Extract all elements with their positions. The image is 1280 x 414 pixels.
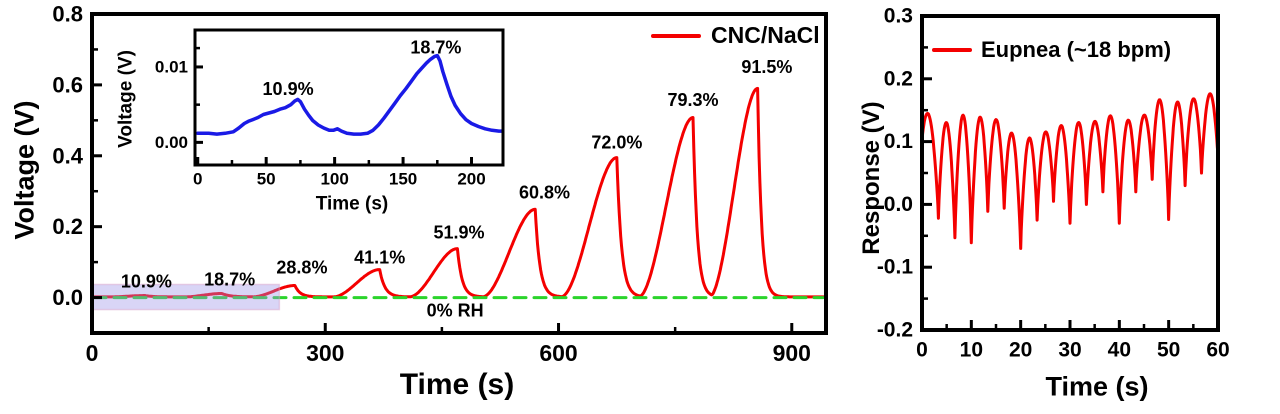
breathing-y-tick-label: -0.1 — [877, 256, 914, 279]
inset-annotation: 18.7% — [410, 37, 461, 57]
breathing-x-axis-title: Time (s) — [1045, 371, 1149, 402]
legend-label-eupnea: Eupnea (~18 bpm) — [981, 37, 1172, 62]
breathing-curve — [920, 92, 1220, 250]
breathing-x-tick-label: 30 — [1058, 339, 1081, 362]
humidity-annotation: 51.9% — [433, 223, 484, 243]
humidity-x-tick-label: 900 — [773, 340, 811, 366]
breathing-y-tick-label: 0.1 — [884, 130, 914, 153]
inset-x-tick-label: 150 — [389, 170, 417, 189]
inset-x-axis-title: Time (s) — [315, 193, 389, 215]
breathing-y-tick-label: -0.2 — [877, 319, 913, 342]
breathing-x-tick-label: 20 — [1009, 339, 1032, 362]
legend-line-red-icon — [932, 48, 972, 52]
humidity-annotation: 10.9% — [121, 272, 172, 292]
humidity-x-tick-label: 0 — [86, 340, 99, 366]
legend-line-red-icon — [651, 33, 701, 38]
humidity-annotation: 60.8% — [519, 182, 570, 202]
breathing-y-tick-label: 0.2 — [884, 67, 913, 90]
humidity-annotation: 91.5% — [741, 57, 792, 77]
humidity-y-tick-label: 0.2 — [52, 214, 83, 239]
inset-x-tick-label: 0 — [193, 170, 202, 189]
inset-y-axis-title: Voltage (V) — [115, 50, 137, 148]
humidity-annotation: 28.8% — [276, 257, 327, 277]
humidity-plot-box — [90, 12, 828, 335]
humidity-x-tick-label: 300 — [306, 340, 344, 366]
humidity-annotation: 72.0% — [591, 132, 642, 152]
inset-x-tick-label: 50 — [257, 170, 276, 189]
humidity-y-tick-label: 0.0 — [52, 285, 83, 310]
humidity-x-tick-label: 600 — [539, 340, 577, 366]
breathing-x-tick-label: 50 — [1157, 339, 1180, 362]
humidity-y-tick-label: 0.4 — [52, 143, 83, 168]
humidity-curve — [90, 86, 828, 299]
breathing-y-axis-title: Response (V) — [858, 101, 885, 255]
legend-label-cnc-nacl: CNC/NaCl — [711, 22, 820, 48]
humidity-y-tick-label: 0.6 — [52, 72, 83, 97]
inset-plot-box — [193, 28, 505, 167]
inset-y-tick-label: 0.00 — [155, 133, 188, 152]
breathing-x-tick-label: 40 — [1108, 339, 1131, 362]
humidity-annotation: 79.3% — [668, 90, 719, 110]
breathing-y-tick-label: 0.3 — [884, 5, 913, 28]
humidity-annotation: 18.7% — [204, 269, 255, 289]
breathing-x-tick-label: 60 — [1206, 339, 1229, 362]
breathing-y-tick-label: 0.0 — [884, 193, 913, 216]
legend-cnc-nacl: CNC/NaCl — [651, 22, 820, 49]
zero-rh-label: 0% RH — [427, 301, 484, 321]
inset-y-tick-label: 0.01 — [155, 57, 188, 76]
breathing-x-tick-label: 10 — [960, 339, 983, 362]
humidity-x-axis-title: Time (s) — [399, 368, 515, 401]
inset-annotation: 10.9% — [263, 79, 314, 99]
humidity-annotation: 41.1% — [354, 248, 405, 268]
breathing-x-tick-label: 0 — [916, 339, 928, 362]
inset-x-tick-label: 200 — [457, 170, 485, 189]
highlight-region — [91, 283, 281, 311]
legend-eupnea: Eupnea (~18 bpm) — [932, 37, 1171, 63]
humidity-y-axis-title: Voltage (V) — [9, 100, 40, 240]
breathing-plot-box — [920, 14, 1220, 332]
inset-x-tick-label: 100 — [320, 170, 348, 189]
inset-curve — [195, 53, 504, 136]
humidity-y-tick-label: 0.8 — [52, 2, 83, 27]
